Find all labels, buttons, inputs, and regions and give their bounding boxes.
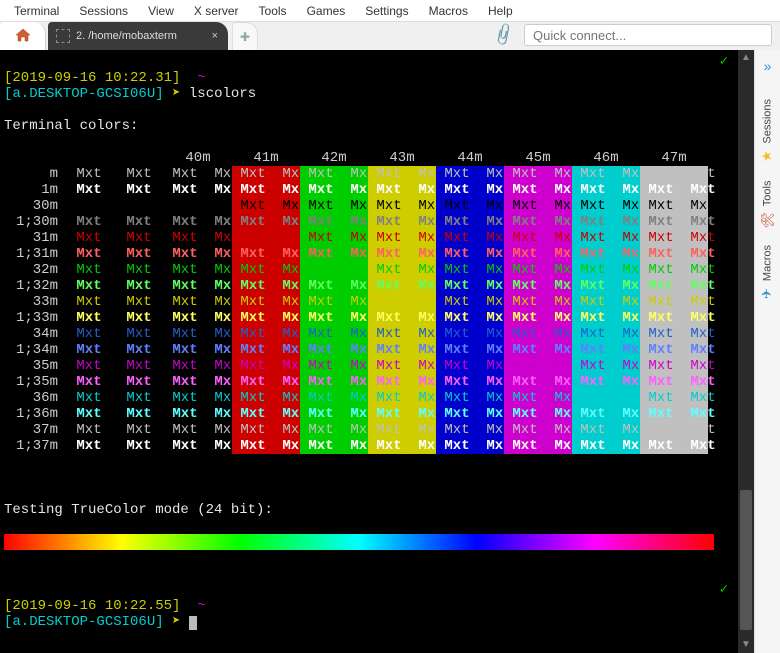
scrollbar-down-icon[interactable]: ▼: [738, 637, 754, 653]
terminal-pane[interactable]: ✓[2019-09-16 10:22.31] ~[a.DESKTOP-GCSI0…: [0, 50, 754, 653]
table-row: 37mMxtMxt Mxt Mxt Mxt Mxt Mxt Mxt Mxt Mx…: [4, 422, 750, 438]
table-row: 35mMxtMxt Mxt Mxt Mxt Mxt Mxt Mxt Mxt Mx…: [4, 358, 750, 374]
prompt-line: [2019-09-16 10:22.55] ~: [4, 598, 750, 614]
terminal-output: ✓[2019-09-16 10:22.31] ~[a.DESKTOP-GCSI0…: [0, 50, 754, 634]
section-heading: Terminal colors:: [4, 118, 750, 134]
table-row: 1;31mMxtMxt Mxt Mxt Mxt Mxt Mxt Mxt Mxt …: [4, 246, 750, 262]
scrollbar-up-icon[interactable]: ▲: [738, 50, 754, 66]
check-icon: ✓: [720, 582, 728, 598]
macros-icon: ✈: [760, 285, 775, 300]
tabbar: 2. /home/mobaxterm × ✚ 📎: [0, 22, 780, 50]
prompt-line: [a.DESKTOP-GCSI06U] ➤: [4, 614, 750, 630]
menubar: TerminalSessionsViewX serverToolsGamesSe…: [0, 0, 780, 22]
menu-tools[interactable]: Tools: [249, 2, 297, 20]
terminal-tab-title: 2. /home/mobaxterm: [76, 30, 177, 42]
table-row: 1;30mMxtMxt Mxt Mxt Mxt Mxt Mxt Mxt Mxt …: [4, 214, 750, 230]
menu-sessions[interactable]: Sessions: [69, 2, 138, 20]
table-row: mMxtMxt Mxt Mxt Mxt Mxt Mxt Mxt Mxt Mxt …: [4, 166, 750, 182]
table-row: 1;36mMxtMxt Mxt Mxt Mxt Mxt Mxt Mxt Mxt …: [4, 406, 750, 422]
menu-help[interactable]: Help: [478, 2, 523, 20]
menu-macros[interactable]: Macros: [419, 2, 478, 20]
menu-terminal[interactable]: Terminal: [4, 2, 69, 20]
sessions-icon: ★: [760, 148, 775, 163]
sidebar-tab-macros[interactable]: ✈ Macros: [757, 236, 778, 309]
paperclip-icon[interactable]: 📎: [490, 21, 517, 48]
table-row: 1;37mMxtMxt Mxt Mxt Mxt Mxt Mxt Mxt Mxt …: [4, 438, 750, 454]
home-tab[interactable]: [0, 22, 46, 50]
menu-x-server[interactable]: X server: [184, 2, 249, 20]
sidebar-collapse-icon[interactable]: »: [764, 54, 772, 82]
tab-close-icon[interactable]: ×: [210, 30, 220, 42]
table-row: 34mMxtMxt Mxt Mxt Mxt Mxt Mxt Mxt Mxt Mx…: [4, 326, 750, 342]
table-row: 36mMxtMxt Mxt Mxt Mxt Mxt Mxt Mxt Mxt Mx…: [4, 390, 750, 406]
table-row: 33mMxtMxt Mxt Mxt Mxt Mxt Mxt Mxt Mxt Mx…: [4, 294, 750, 310]
home-icon: [15, 28, 31, 45]
table-row: 32mMxtMxt Mxt Mxt Mxt Mxt Mxt Mxt Mxt Mx…: [4, 262, 750, 278]
plus-icon: ✚: [240, 30, 250, 44]
sidebar-label: Macros: [762, 245, 774, 281]
table-row: 1;35mMxtMxt Mxt Mxt Mxt Mxt Mxt Mxt Mxt …: [4, 374, 750, 390]
sidebar-tab-tools[interactable]: 🛠 Tools: [757, 172, 778, 236]
menu-view[interactable]: View: [138, 2, 184, 20]
table-row: 1;32mMxtMxt Mxt Mxt Mxt Mxt Mxt Mxt Mxt …: [4, 278, 750, 294]
table-row: 30mMxtMxt Mxt Mxt Mxt Mxt Mxt Mxt Mxt Mx…: [4, 198, 750, 214]
prompt-line: [a.DESKTOP-GCSI06U] ➤ lscolors: [4, 86, 750, 102]
table-row: 1;34mMxtMxt Mxt Mxt Mxt Mxt Mxt Mxt Mxt …: [4, 342, 750, 358]
sidebar-label: Sessions: [762, 99, 774, 144]
sidebar-tab-sessions[interactable]: ★ Sessions: [757, 90, 778, 172]
menu-settings[interactable]: Settings: [355, 2, 418, 20]
table-row: 1mMxtMxt Mxt Mxt Mxt Mxt Mxt Mxt Mxt Mxt…: [4, 182, 750, 198]
tools-icon: 🛠: [759, 211, 776, 226]
main-area: ✓[2019-09-16 10:22.31] ~[a.DESKTOP-GCSI0…: [0, 50, 780, 653]
scrollbar-thumb[interactable]: [740, 490, 752, 630]
quick-connect-input[interactable]: [524, 24, 772, 46]
truecolor-gradient: [4, 534, 714, 550]
table-row: 31mMxtMxt Mxt Mxt Mxt Mxt Mxt Mxt Mxt Mx…: [4, 230, 750, 246]
check-icon: ✓: [720, 54, 728, 70]
terminal-cursor: [189, 616, 197, 630]
terminal-tab[interactable]: 2. /home/mobaxterm ×: [48, 22, 228, 50]
sidebar-label: Tools: [762, 181, 774, 207]
prompt-line: [2019-09-16 10:22.31] ~: [4, 70, 750, 86]
table-header-row: 40m41m42m43m44m45m46m47m: [4, 150, 750, 166]
terminal-tab-icon: [56, 29, 70, 43]
right-sidebar: » ★ Sessions 🛠 Tools ✈ Macros: [754, 50, 780, 653]
terminal-scrollbar[interactable]: ▲ ▼: [738, 50, 754, 653]
new-tab-button[interactable]: ✚: [232, 22, 258, 50]
table-row: 1;33mMxtMxt Mxt Mxt Mxt Mxt Mxt Mxt Mxt …: [4, 310, 750, 326]
section-heading: Testing TrueColor mode (24 bit):: [4, 502, 750, 518]
menu-games[interactable]: Games: [297, 2, 356, 20]
